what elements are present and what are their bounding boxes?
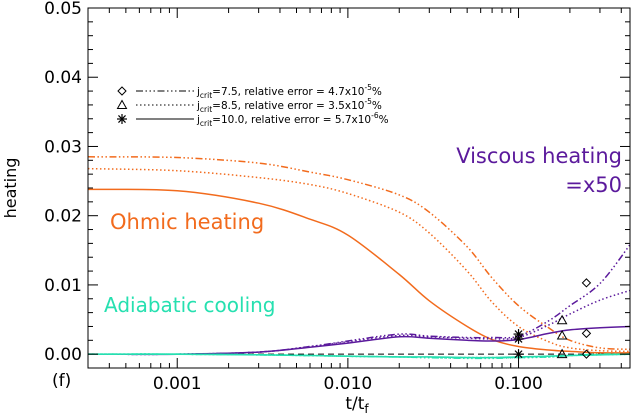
legend: jcrit=7.5, relative error = 4.7x10-5%jcr… [116,83,389,128]
x-tick-label: 0.100 [494,374,543,394]
diamond-marker [581,349,592,359]
y-axis-label: heating [1,158,20,219]
legend-marker-triangle [116,99,128,109]
series-layer [88,156,630,360]
series-line-ohmic-solid [88,188,630,354]
diamond-marker [581,278,592,288]
y-tick-label: 0.03 [44,137,82,157]
annotation-viscous: Viscous heating [456,144,622,168]
series-line-ohmic-dotted [88,167,630,353]
legend-label: jcrit=8.5, relative error = 3.5x10-5% [196,97,382,114]
y-tick-label: 0.04 [44,68,82,88]
y-tick-label: 0.05 [44,0,82,19]
series-line-viscous-dash-triple-dot [88,244,630,356]
legend-marker-asterisk [117,114,127,124]
asterisk-marker [513,333,524,344]
annotation-viscous-scale: =x50 [565,173,622,197]
legend-label: jcrit=10.0, relative error = 5.7x10-6% [196,111,389,128]
series-line-viscous-solid [88,325,630,356]
diamond-marker [581,328,592,339]
panel-label: (f) [52,371,71,391]
y-tick-label: 0.02 [44,207,82,227]
y-tick-label: 0.01 [44,276,82,296]
x-tick-label: 0.010 [324,374,373,394]
marker-layer [513,278,592,360]
y-tick-label: 0.00 [44,345,82,365]
x-axis-label: t/tf [345,394,369,416]
asterisk-marker [513,349,524,360]
axis-layer: 0.00 0.01 0.02 0.03 0.04 0.05 0.001 0.010 0.100 [44,0,630,394]
x-axis-label-sub: f [364,402,369,416]
legend-marker-diamond [117,86,127,96]
legend-label: jcrit=7.5, relative error = 4.7x10-5% [196,83,382,100]
triangle-marker [556,314,568,325]
series-line-viscous-dotted [88,289,630,356]
triangle-marker [556,329,568,340]
annotation-adiabatic: Adiabatic cooling [104,293,276,317]
triangle-marker [556,348,568,359]
x-axis-label-main: t/t [345,394,364,414]
annotation-ohmic: Ohmic heating [110,210,264,234]
x-tick-label: 0.001 [153,374,202,394]
